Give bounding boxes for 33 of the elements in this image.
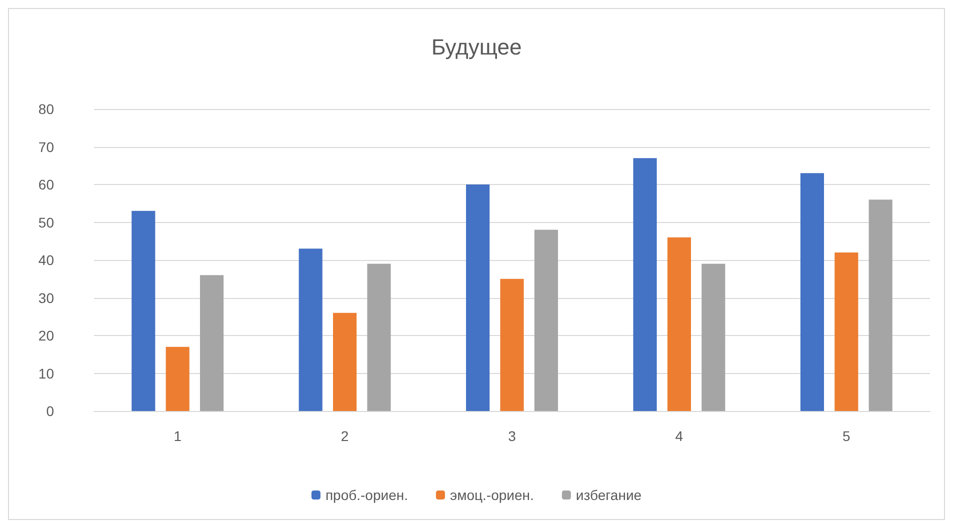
y-tick-label: 70 — [38, 138, 54, 155]
x-tick-label: 2 — [340, 428, 349, 444]
bar — [834, 252, 858, 411]
bar — [466, 184, 490, 411]
y-tick-label: 30 — [38, 290, 54, 306]
x-tick-label: 5 — [842, 428, 850, 444]
y-tick-label: 60 — [38, 176, 54, 192]
y-tick-label: 80 — [38, 101, 54, 117]
y-tick-label: 10 — [38, 365, 54, 382]
y-tick-label: 0 — [46, 403, 54, 419]
bar — [800, 173, 824, 411]
bar — [500, 278, 524, 411]
bar — [667, 237, 691, 411]
chart-title: Будущее — [431, 34, 522, 60]
bar — [868, 200, 892, 411]
legend-label: избегание — [576, 487, 642, 503]
legend-label: проб.-ориен. — [325, 487, 408, 503]
bar — [132, 210, 156, 411]
x-tick-label: 4 — [675, 428, 684, 444]
x-tick-label: 3 — [508, 428, 516, 444]
bar — [367, 264, 391, 411]
legend-label: эмоц.-ориен. — [450, 487, 534, 503]
y-tick-label: 20 — [38, 328, 54, 344]
bar — [333, 312, 357, 411]
bar — [166, 346, 190, 411]
y-tick-label: 40 — [38, 252, 54, 268]
x-tick-label: 1 — [174, 428, 182, 444]
bar — [298, 248, 322, 411]
bar — [702, 264, 726, 411]
bar — [633, 158, 657, 411]
y-tick-label: 50 — [38, 214, 54, 230]
bar — [534, 230, 558, 411]
bar — [200, 275, 224, 411]
